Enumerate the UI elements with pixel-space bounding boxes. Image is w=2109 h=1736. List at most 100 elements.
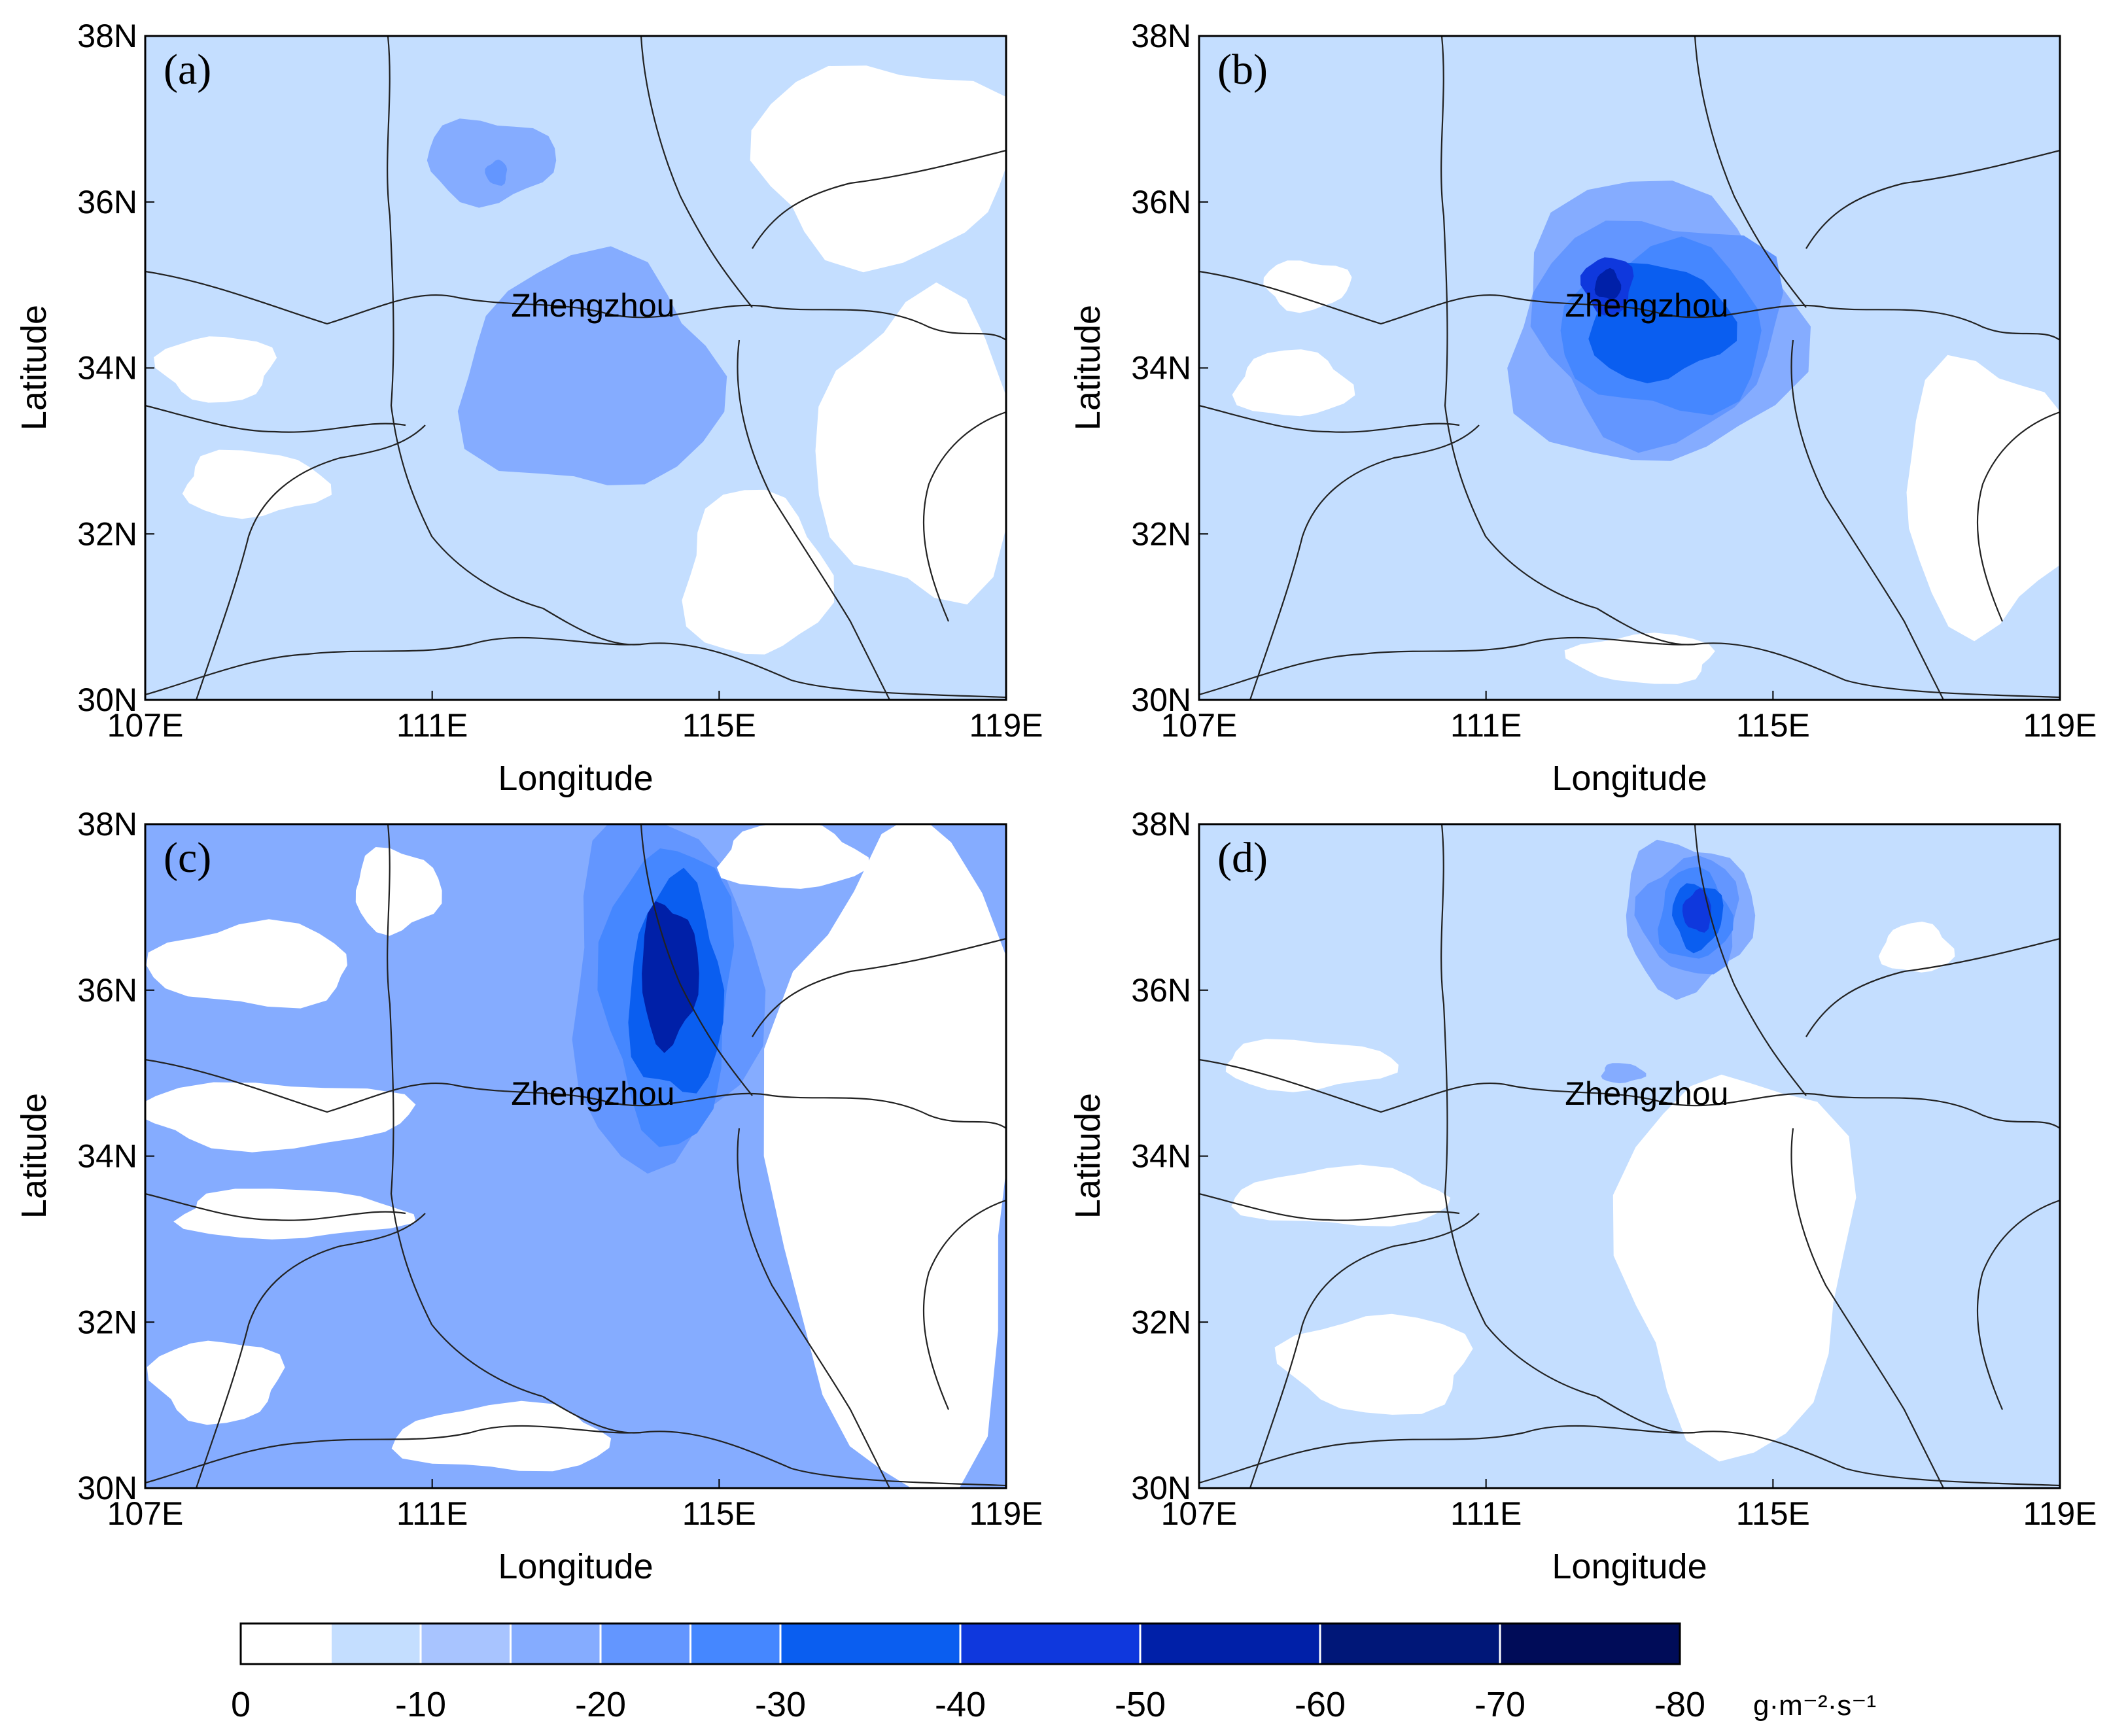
x-ticks-b: 107E 111E 115E 119E xyxy=(1161,691,2097,744)
y-ticks-d: 30N 32N 34N 36N 38N xyxy=(1131,806,1208,1506)
x-tick-label: 119E xyxy=(2023,707,2097,744)
contour-fields-d xyxy=(1199,824,2060,1488)
x-tick-label: 115E xyxy=(1736,1495,1810,1532)
y-tick-label: 38N xyxy=(1131,806,1191,842)
colorbar-swatch xyxy=(960,1623,1140,1664)
x-tick-label: 115E xyxy=(682,707,756,744)
x-axis-title-a: Longitude xyxy=(498,759,653,798)
colorbar-unit: g·m⁻²·s⁻¹ xyxy=(1753,1690,1876,1722)
contour-region xyxy=(457,246,727,485)
y-tick-label: 32N xyxy=(1131,515,1191,552)
x-tick-label: 111E xyxy=(1450,1495,1522,1532)
y-tick-label: 30N xyxy=(1131,682,1191,718)
x-tick-label: 107E xyxy=(1161,1495,1238,1532)
panel-a: (a) Zhengzhou 107E 111E 115E 119E 30N 32N 34N… xyxy=(14,18,1043,798)
colorbar-tick-label: -10 xyxy=(395,1685,446,1724)
y-axis-title-c: Latitude xyxy=(14,1093,54,1219)
y-tick-label: 34N xyxy=(1131,1138,1191,1175)
x-tick-label: 107E xyxy=(107,1495,184,1532)
y-tick-label: 34N xyxy=(77,350,137,387)
y-tick-label: 34N xyxy=(77,1138,137,1175)
y-tick-label: 36N xyxy=(77,972,137,1009)
colorbar-swatch xyxy=(421,1623,511,1664)
panel-b: (b) Zhengzhou 107E 111E 115E 119E 30N 32N 34N… xyxy=(1068,18,2097,798)
x-tick-label: 119E xyxy=(969,707,1043,744)
contour-fields-b xyxy=(1199,36,2060,700)
colorbar-swatch xyxy=(1320,1623,1500,1664)
y-ticks-b: 30N 32N 34N 36N 38N xyxy=(1131,18,1208,718)
city-label-b: Zhengzhou xyxy=(1565,287,1728,324)
y-tick-label: 30N xyxy=(1131,1470,1191,1506)
y-tick-label: 32N xyxy=(77,515,137,552)
y-axis-title-b: Latitude xyxy=(1068,305,1107,430)
x-tick-label: 107E xyxy=(1161,707,1238,744)
y-axis-title-a: Latitude xyxy=(14,305,54,430)
x-ticks-c: 107E 111E 115E 119E xyxy=(107,1479,1043,1532)
x-axis-title-c: Longitude xyxy=(498,1547,653,1586)
panel-label-d: (d) xyxy=(1217,834,1268,882)
contour-region xyxy=(355,847,442,936)
contour-region xyxy=(1263,260,1352,313)
y-tick-label: 36N xyxy=(1131,972,1191,1009)
colorbar-swatch xyxy=(1140,1623,1320,1664)
panel-c: (c) Zhengzhou 107E 111E 115E 119E 30N 32N 34N… xyxy=(14,806,1043,1586)
x-ticks-d: 107E 111E 115E 119E xyxy=(1161,1479,2097,1532)
contour-region xyxy=(642,901,699,1053)
contour-region xyxy=(1601,1063,1647,1084)
x-tick-label: 111E xyxy=(1450,707,1522,744)
x-tick-label: 115E xyxy=(1736,707,1810,744)
colorbar-tick-label: -70 xyxy=(1474,1685,1525,1724)
panel-label-c: (c) xyxy=(164,834,211,882)
contour-region xyxy=(485,160,508,186)
y-tick-label: 30N xyxy=(77,682,137,718)
colorbar: 0 -10 -20 -30 -40 -50 -60 -70 -80 g·m⁻²·s⁻¹ xyxy=(231,1622,1876,1724)
city-label-a: Zhengzhou xyxy=(511,287,674,324)
contour-region xyxy=(173,1189,416,1240)
colorbar-swatch xyxy=(601,1623,691,1664)
y-axis-title-d: Latitude xyxy=(1068,1093,1107,1219)
x-ticks-a: 107E 111E 115E 119E xyxy=(107,691,1043,744)
y-tick-label: 36N xyxy=(1131,184,1191,220)
province-borders-a xyxy=(145,36,1006,700)
contour-region xyxy=(815,282,1006,605)
y-tick-label: 38N xyxy=(77,806,137,842)
contour-region xyxy=(1232,349,1355,417)
y-tick-label: 32N xyxy=(1131,1304,1191,1340)
contour-region xyxy=(182,449,332,519)
contour-region xyxy=(1225,1039,1399,1092)
contour-region xyxy=(145,1082,416,1153)
y-tick-label: 38N xyxy=(77,18,137,54)
contour-region xyxy=(1594,268,1622,300)
colorbar-swatch xyxy=(690,1623,780,1664)
province-borders-b xyxy=(1199,36,2060,700)
contour-region xyxy=(763,824,1006,1488)
province-borders-c xyxy=(145,824,1006,1488)
contour-region xyxy=(1564,633,1715,684)
colorbar-swatch xyxy=(330,1623,421,1664)
y-tick-label: 30N xyxy=(77,1470,137,1506)
city-label-c: Zhengzhou xyxy=(511,1075,674,1112)
colorbar-tick-label: -40 xyxy=(935,1685,986,1724)
contour-region xyxy=(1274,1313,1473,1415)
y-tick-label: 32N xyxy=(77,1304,137,1340)
x-tick-label: 111E xyxy=(396,707,468,744)
contour-region xyxy=(1878,922,1955,973)
colorbar-swatch xyxy=(510,1623,601,1664)
panel-d: (d) Zhengzhou 107E 111E 115E 119E 30N 32N 34N… xyxy=(1068,806,2097,1586)
colorbar-swatch xyxy=(241,1623,331,1664)
y-tick-label: 38N xyxy=(1131,18,1191,54)
x-tick-label: 119E xyxy=(969,1495,1043,1532)
panel-label-b: (b) xyxy=(1217,46,1268,94)
y-ticks-a: 30N 32N 34N 36N 38N xyxy=(77,18,154,718)
contour-region xyxy=(1612,1074,1856,1462)
x-tick-label: 115E xyxy=(682,1495,756,1532)
colorbar-tick-label: -30 xyxy=(755,1685,806,1724)
colorbar-tick-label: -80 xyxy=(1654,1685,1705,1724)
panel-label-a: (a) xyxy=(164,46,211,94)
colorbar-swatches xyxy=(241,1623,1681,1664)
contour-region xyxy=(1231,1164,1451,1226)
y-tick-label: 34N xyxy=(1131,350,1191,387)
y-ticks-c: 30N 32N 34N 36N 38N xyxy=(77,806,154,1506)
contour-region xyxy=(427,118,557,208)
colorbar-tick-label: -50 xyxy=(1115,1685,1166,1724)
